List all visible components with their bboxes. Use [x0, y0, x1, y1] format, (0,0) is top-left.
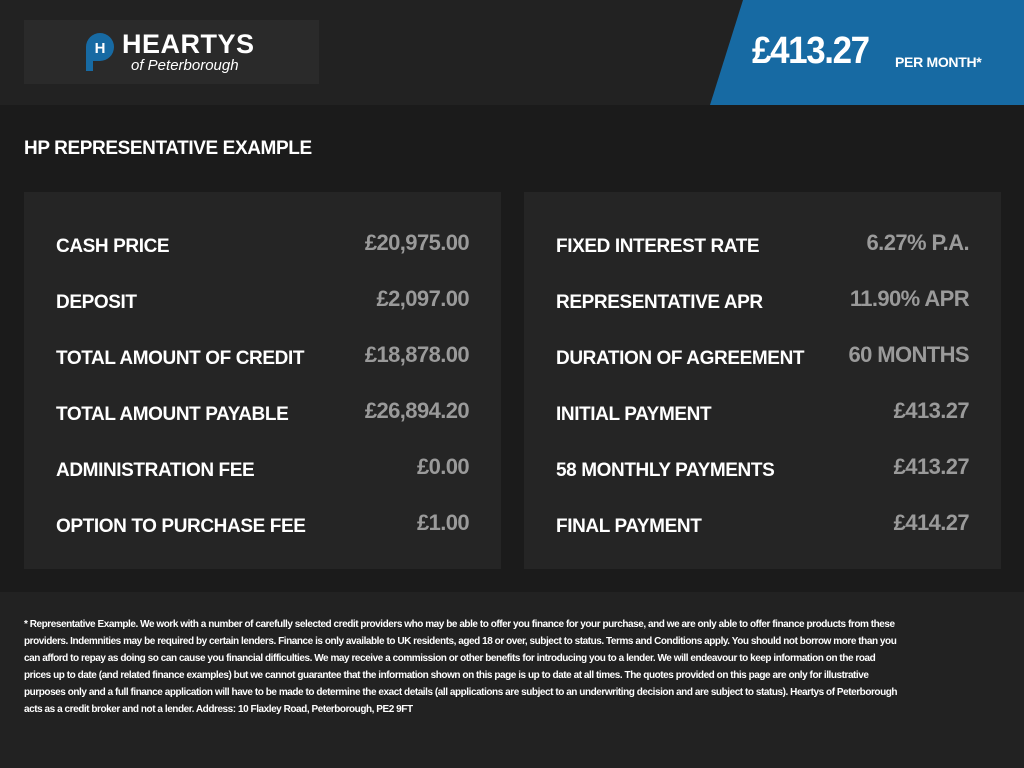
header: H HEARTYS of Peterborough £413.27 PER MO…	[0, 0, 1024, 105]
finance-label: TOTAL AMOUNT PAYABLE	[56, 404, 289, 425]
finance-value: £413.27	[893, 398, 970, 423]
finance-value: £1.00	[416, 510, 470, 535]
finance-row: INITIAL PAYMENT £413.27	[556, 396, 970, 426]
finance-value: £26,894.20	[364, 398, 470, 423]
logo-p-icon: H	[86, 33, 114, 71]
finance-value: £18,878.00	[364, 342, 470, 367]
finance-label: INITIAL PAYMENT	[556, 404, 712, 425]
per-month-label: PER MONTH*	[895, 54, 982, 70]
finance-row: ADMINISTRATION FEE £0.00	[56, 452, 470, 482]
footer: * Representative Example. We work with a…	[0, 592, 1024, 768]
page-title: HP REPRESENTATIVE EXAMPLE	[24, 138, 312, 159]
finance-value: 11.90% APR	[849, 286, 970, 311]
finance-row: FINAL PAYMENT £414.27	[556, 508, 970, 538]
finance-panel-right: FIXED INTEREST RATE 6.27% P.A. REPRESENTAT…	[524, 192, 1001, 569]
finance-row: 58 MONTHLY PAYMENTS £413.27	[556, 452, 970, 482]
finance-label: 58 MONTHLY PAYMENTS	[556, 460, 775, 481]
svg-text:H: H	[95, 40, 106, 57]
finance-value: £0.00	[416, 454, 470, 479]
logo[interactable]: H HEARTYS of Peterborough	[24, 20, 319, 84]
finance-label: DEPOSIT	[56, 292, 137, 313]
disclaimer-text: * Representative Example. We work with a…	[24, 619, 898, 715]
finance-row: CASH PRICE £20,975.00	[56, 228, 470, 258]
finance-row: FIXED INTEREST RATE 6.27% P.A.	[556, 228, 970, 258]
finance-label: REPRESENTATIVE APR	[556, 292, 763, 313]
finance-label: OPTION TO PURCHASE FEE	[56, 516, 306, 537]
finance-label: FIXED INTEREST RATE	[556, 236, 760, 257]
finance-row: TOTAL AMOUNT PAYABLE £26,894.20	[56, 396, 470, 426]
finance-value: 6.27% P.A.	[866, 230, 970, 255]
monthly-price: £413.27	[752, 30, 870, 72]
finance-label: CASH PRICE	[56, 236, 170, 257]
finance-value: £414.27	[893, 510, 970, 535]
finance-panel-left: CASH PRICE £20,975.00 DEPOSIT £2,097.00 TOTA…	[24, 192, 501, 569]
finance-label: DURATION OF AGREEMENT	[556, 348, 805, 369]
finance-label: ADMINISTRATION FEE	[56, 460, 255, 481]
finance-value: £20,975.00	[364, 230, 470, 255]
finance-value: 60 MONTHS	[848, 342, 969, 367]
finance-label: TOTAL AMOUNT OF CREDIT	[56, 348, 305, 369]
logo-name: HEARTYS	[122, 29, 255, 59]
finance-row: OPTION TO PURCHASE FEE £1.00	[56, 508, 470, 538]
finance-value: £2,097.00	[376, 286, 470, 311]
finance-row: TOTAL AMOUNT OF CREDIT £18,878.00	[56, 340, 470, 370]
monthly-price-banner: £413.27 PER MONTH*	[710, 0, 1024, 105]
finance-value: £413.27	[893, 454, 970, 479]
finance-row: REPRESENTATIVE APR 11.90% APR	[556, 284, 970, 314]
finance-row: DURATION OF AGREEMENT 60 MONTHS	[556, 340, 970, 370]
finance-label: FINAL PAYMENT	[556, 516, 702, 537]
finance-row: DEPOSIT £2,097.00	[56, 284, 470, 314]
logo-subtitle: of Peterborough	[131, 57, 239, 74]
